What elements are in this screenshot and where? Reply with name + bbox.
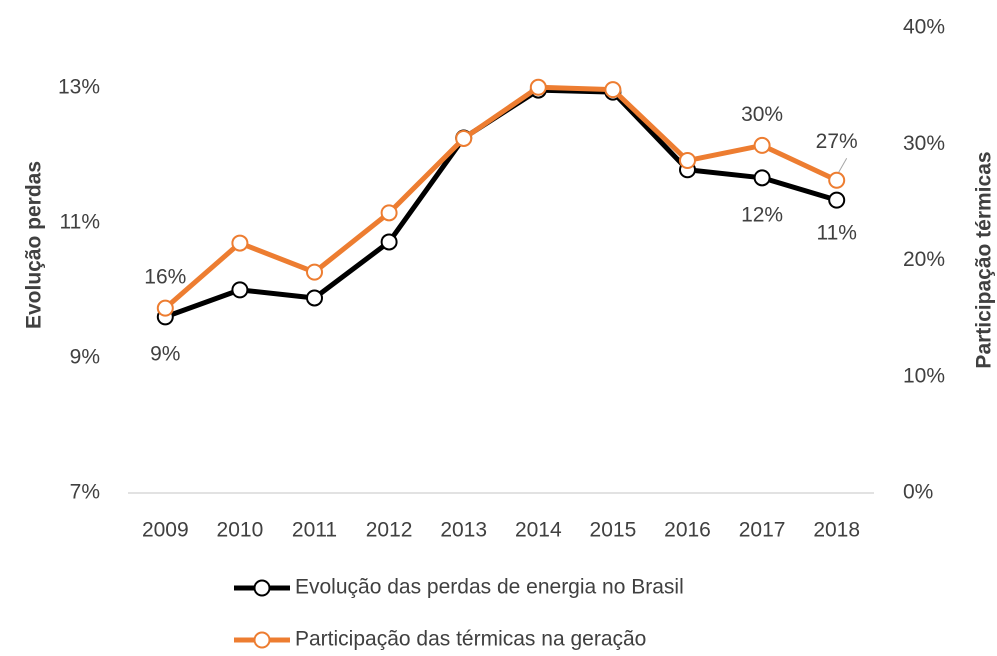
legend-label: Participação das térmicas na geração [295, 628, 646, 651]
point-marker [455, 129, 473, 147]
y2-tick-label: 30% [903, 132, 945, 155]
point-marker [753, 136, 771, 154]
x-tick-label: 2017 [739, 519, 786, 542]
point-marker [679, 152, 696, 170]
y-axis-title: Evolução perdas [23, 161, 46, 329]
point-marker [231, 281, 249, 299]
point-marker [828, 191, 846, 209]
x-tick-label: 2009 [142, 519, 189, 542]
y-tick-label: 7% [70, 481, 100, 504]
x-tick-label: 2015 [590, 519, 637, 542]
data-label: 16% [144, 266, 186, 289]
point-marker [306, 263, 323, 281]
series-line [163, 84, 838, 311]
y-tick-label: 9% [70, 346, 100, 369]
legend-marker [253, 631, 271, 649]
y2-tick-label: 0% [903, 481, 933, 504]
legend-label: Evolução das perdas de energia no Brasil [295, 576, 684, 599]
data-label: 9% [150, 342, 180, 365]
point-marker [753, 169, 771, 187]
x-tick-label: 2018 [813, 519, 860, 542]
x-tick-label: 2012 [366, 519, 413, 542]
y2-tick-label: 20% [903, 248, 945, 271]
data-label: 11% [816, 222, 856, 245]
x-tick-label: 2010 [217, 519, 264, 542]
legend-marker [253, 579, 271, 597]
point-marker [231, 234, 249, 252]
point-marker [380, 233, 398, 251]
point-marker [306, 289, 323, 307]
point-marker [156, 299, 174, 317]
x-tick-label: 2016 [664, 519, 711, 542]
x-tick-label: 2013 [440, 519, 487, 542]
data-label: 27% [816, 130, 858, 153]
x-tick-label: 2011 [292, 519, 337, 542]
x-tick-label: 2014 [515, 519, 562, 542]
data-label: 12% [741, 203, 783, 226]
point-marker [529, 78, 547, 96]
y-tick-label: 13% [58, 76, 100, 99]
y2-tick-label: 40% [903, 16, 945, 39]
y2-axis-title: Participação térmicas [973, 151, 996, 368]
y2-tick-label: 10% [903, 364, 945, 387]
point-marker [604, 81, 622, 99]
series-line [164, 87, 838, 320]
point-marker [380, 204, 398, 222]
point-marker [828, 171, 846, 189]
y-tick-label: 11% [60, 211, 100, 234]
leader-line [838, 158, 848, 173]
data-label: 30% [741, 103, 783, 126]
